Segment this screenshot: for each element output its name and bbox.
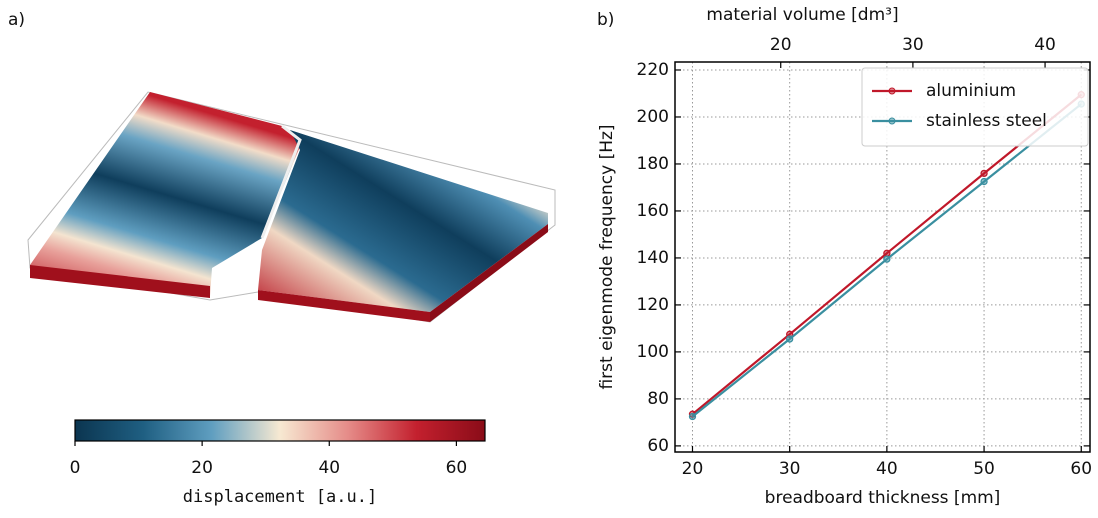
x2-axis-label: material volume [dm³] bbox=[706, 5, 898, 25]
tick-label: 40 bbox=[318, 458, 340, 478]
tick-label: 20 bbox=[191, 458, 213, 478]
x2-tick-label: 30 bbox=[902, 35, 924, 55]
rendering bbox=[28, 92, 555, 322]
point bbox=[689, 414, 695, 420]
y-tick-label: 80 bbox=[647, 389, 669, 409]
x2-tick-label: 20 bbox=[770, 35, 792, 55]
legend-label: stainless steel bbox=[926, 111, 1047, 131]
x-tick-label: 30 bbox=[779, 459, 801, 479]
legend-swatch bbox=[889, 118, 895, 124]
axis-label: displacement [a.u.] bbox=[183, 487, 377, 507]
figure: a) b) 0 20 40 60 displacement [a.u.] 60 80 100 1… bbox=[0, 0, 1098, 518]
y-tick-label: 140 bbox=[637, 248, 669, 268]
x-axis-label: breadboard thickness [mm] bbox=[765, 488, 1001, 508]
point bbox=[981, 179, 987, 185]
y-tick-label: 100 bbox=[637, 342, 669, 362]
y-tick-label: 200 bbox=[637, 107, 669, 127]
point bbox=[787, 336, 793, 342]
y-tick-label: 180 bbox=[637, 154, 669, 174]
legend-box bbox=[862, 68, 1088, 146]
tick-label: 0 bbox=[70, 458, 81, 478]
panel-label: a) bbox=[8, 10, 25, 30]
point bbox=[981, 170, 987, 176]
point bbox=[884, 256, 890, 262]
tick-label: 60 bbox=[446, 458, 468, 478]
x-tick-label: 40 bbox=[876, 459, 898, 479]
y-tick-label: 120 bbox=[637, 295, 669, 315]
y-tick-label: 60 bbox=[647, 436, 669, 456]
y-tick-label: 160 bbox=[637, 201, 669, 221]
colorbar bbox=[75, 420, 485, 441]
y-axis-label: first eigenmode frequency [Hz] bbox=[597, 124, 617, 389]
x-tick-label: 20 bbox=[682, 459, 704, 479]
x-tick-label: 60 bbox=[1070, 459, 1092, 479]
x2-tick-label: 40 bbox=[1034, 35, 1056, 55]
y-tick-label: 220 bbox=[637, 60, 669, 80]
point bbox=[884, 250, 890, 256]
legend-swatch bbox=[889, 88, 895, 94]
legend-label: aluminium bbox=[926, 81, 1016, 101]
panel-label: b) bbox=[597, 10, 614, 30]
x-tick-label: 50 bbox=[973, 459, 995, 479]
